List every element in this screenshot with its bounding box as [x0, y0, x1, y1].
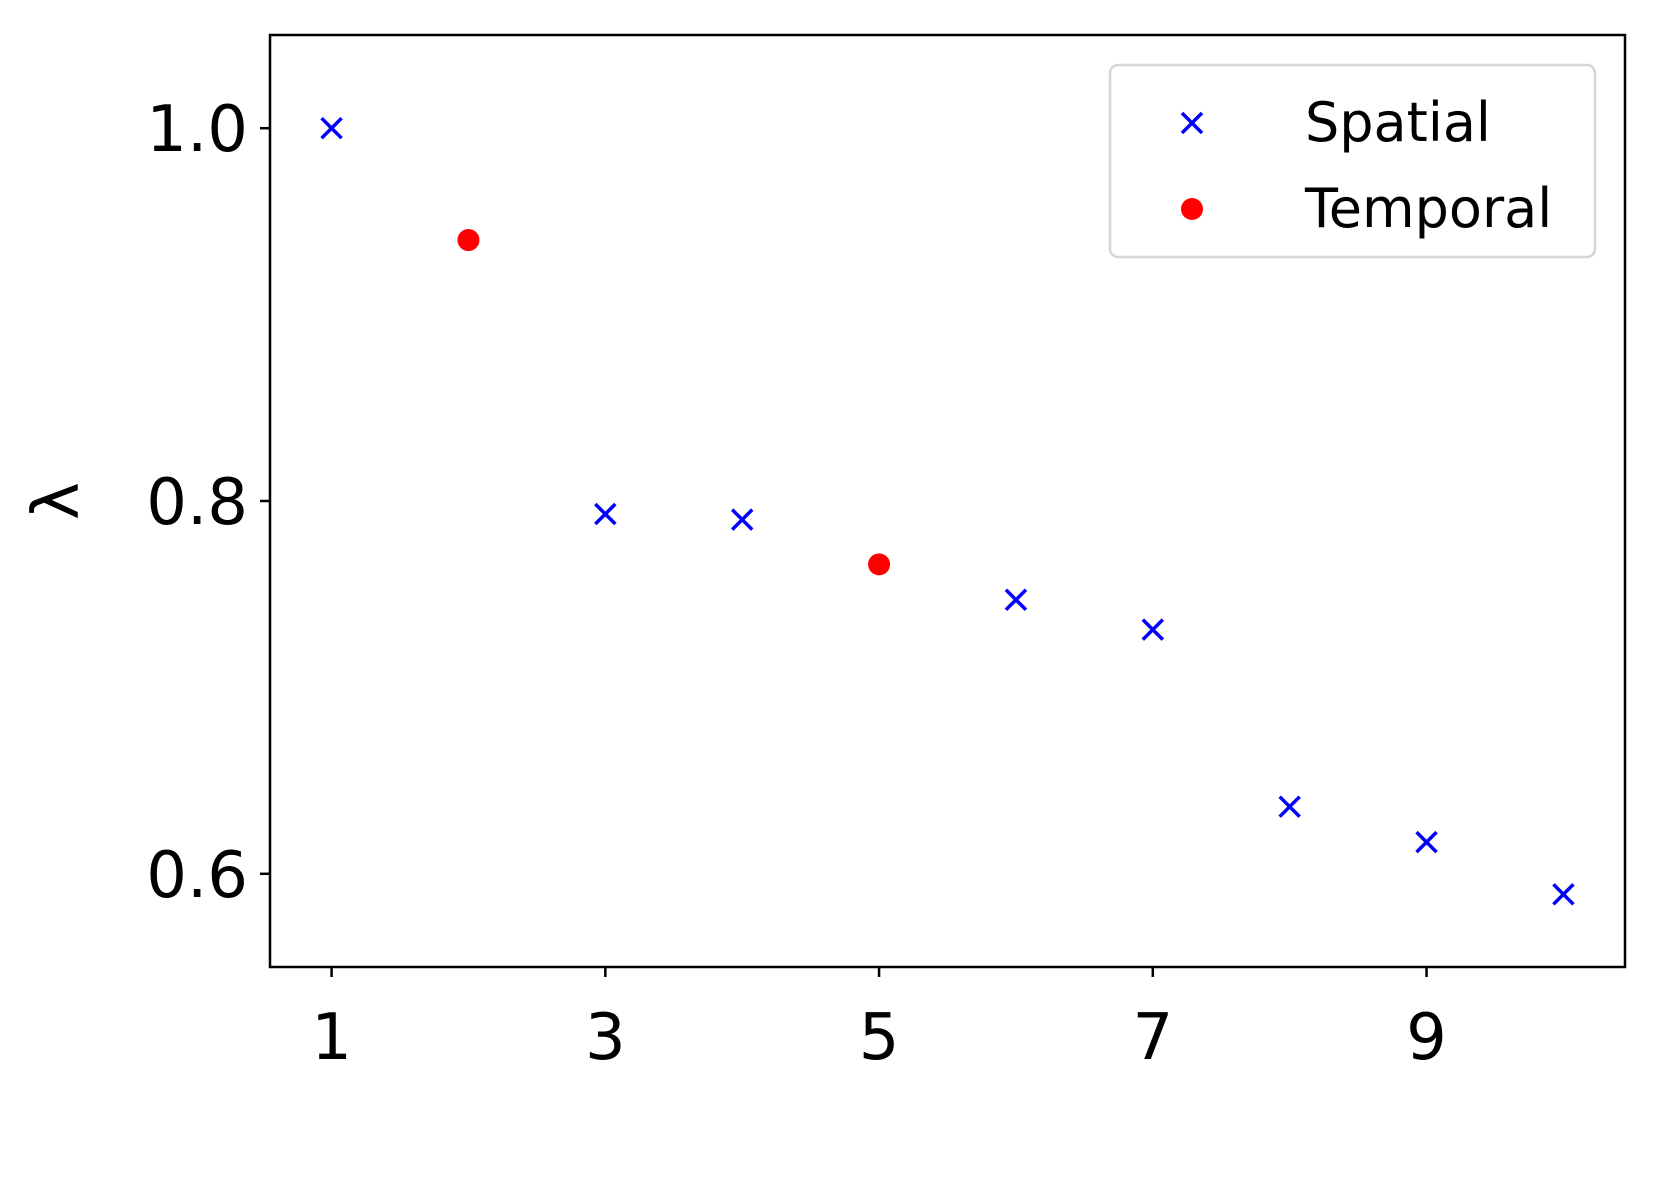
y-axis: 0.6 0.8 1.0 [146, 93, 270, 913]
temporal-point [457, 229, 480, 252]
spatial-point [594, 502, 617, 526]
data-points [320, 116, 1575, 906]
temporal-point [1181, 198, 1203, 220]
x-tick-label: 1 [311, 1001, 352, 1075]
x-tick-label: 3 [585, 1001, 626, 1075]
spatial-point [1141, 618, 1165, 641]
y-axis-label: λ [20, 482, 94, 520]
spatial-point [1004, 588, 1028, 612]
x-tick-label: 9 [1406, 1001, 1447, 1075]
spatial-point [1415, 830, 1438, 854]
legend-label: Spatial [1305, 91, 1491, 154]
x-axis: 1 3 5 7 9 [311, 967, 1447, 1075]
spatial-point [730, 508, 754, 531]
spatial-point [1552, 883, 1575, 906]
legend-entry: Spatial [1180, 91, 1491, 154]
spatial-point [1278, 795, 1301, 818]
y-tick-label: 0.6 [146, 839, 248, 913]
legend-entry: Temporal [1181, 177, 1552, 240]
x-tick-label: 7 [1132, 1001, 1173, 1075]
y-tick-label: 0.8 [146, 466, 248, 540]
spatial-point [1180, 111, 1204, 135]
x-tick-label: 5 [859, 1001, 900, 1075]
spatial-point [320, 116, 343, 140]
legend: Spatial Temporal [1108, 63, 1597, 259]
y-tick-label: 1.0 [146, 93, 248, 167]
legend-label: Temporal [1304, 177, 1552, 240]
legend-frame [1108, 63, 1597, 259]
temporal-point [868, 553, 891, 576]
